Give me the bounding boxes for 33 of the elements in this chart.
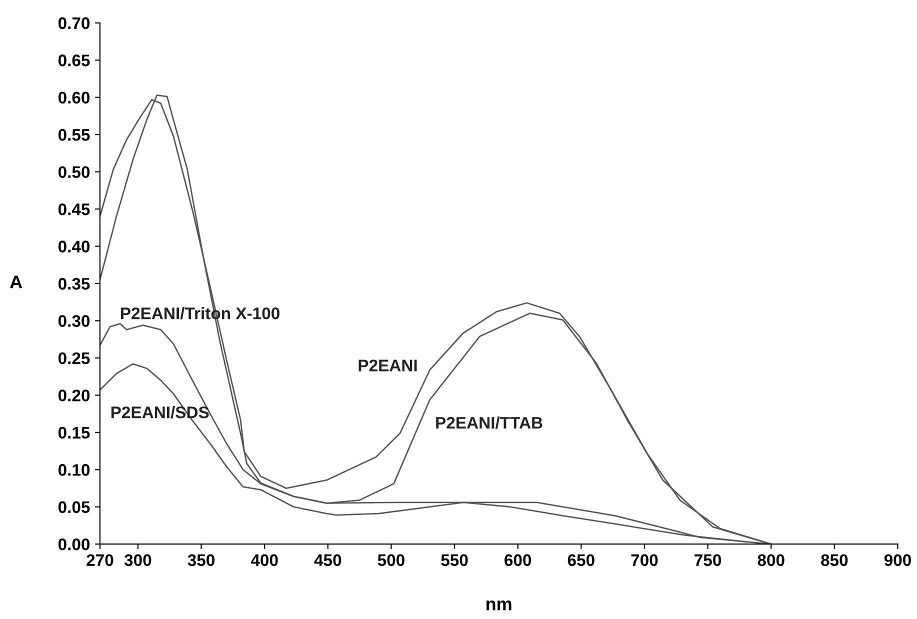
x-tick-label: 650 bbox=[568, 554, 594, 566]
y-tick-label: 0.50 bbox=[58, 166, 90, 178]
y-tick-label: 0.05 bbox=[58, 501, 90, 514]
x-tick-label: 800 bbox=[758, 554, 784, 566]
x-tick-label: 900 bbox=[884, 554, 911, 566]
x-axis-title: nm bbox=[486, 600, 512, 610]
x-tick-label: 750 bbox=[694, 554, 722, 566]
x-tick-label: 270 bbox=[86, 554, 114, 566]
x-tick-label: 550 bbox=[441, 554, 468, 566]
x-tick-label: 700 bbox=[631, 554, 658, 566]
x-tick-label: 350 bbox=[188, 554, 214, 566]
y-tick-label: 0.15 bbox=[58, 426, 90, 439]
y-tick-label: 0.25 bbox=[58, 352, 90, 364]
x-tick-label: 850 bbox=[821, 554, 848, 566]
x-tick-label: 450 bbox=[314, 554, 342, 566]
y-tick-label: 0.30 bbox=[58, 315, 90, 327]
x-tick-label: 400 bbox=[250, 554, 278, 566]
y-axis-title: A bbox=[10, 276, 22, 288]
y-tick-label: 0.20 bbox=[58, 390, 90, 402]
y-tick-label: 0.40 bbox=[58, 240, 90, 252]
x-tick-label: 300 bbox=[124, 554, 152, 566]
y-tick-label: 0.00 bbox=[58, 538, 90, 550]
series-label: P2EANI/TTAB bbox=[436, 416, 542, 429]
x-tick-label: 600 bbox=[504, 554, 532, 566]
y-tick-label: 0.65 bbox=[58, 54, 90, 66]
y-tick-label: 0.70 bbox=[58, 17, 90, 30]
y-tick-label: 0.60 bbox=[58, 92, 90, 104]
y-tick-label: 0.45 bbox=[58, 203, 90, 216]
y-tick-label: 0.10 bbox=[58, 464, 90, 476]
series-label: P2EANI bbox=[358, 360, 417, 372]
x-tick-label: 500 bbox=[378, 554, 404, 566]
y-tick-label: 0.55 bbox=[58, 128, 90, 141]
y-tick-label: 0.35 bbox=[58, 278, 90, 290]
